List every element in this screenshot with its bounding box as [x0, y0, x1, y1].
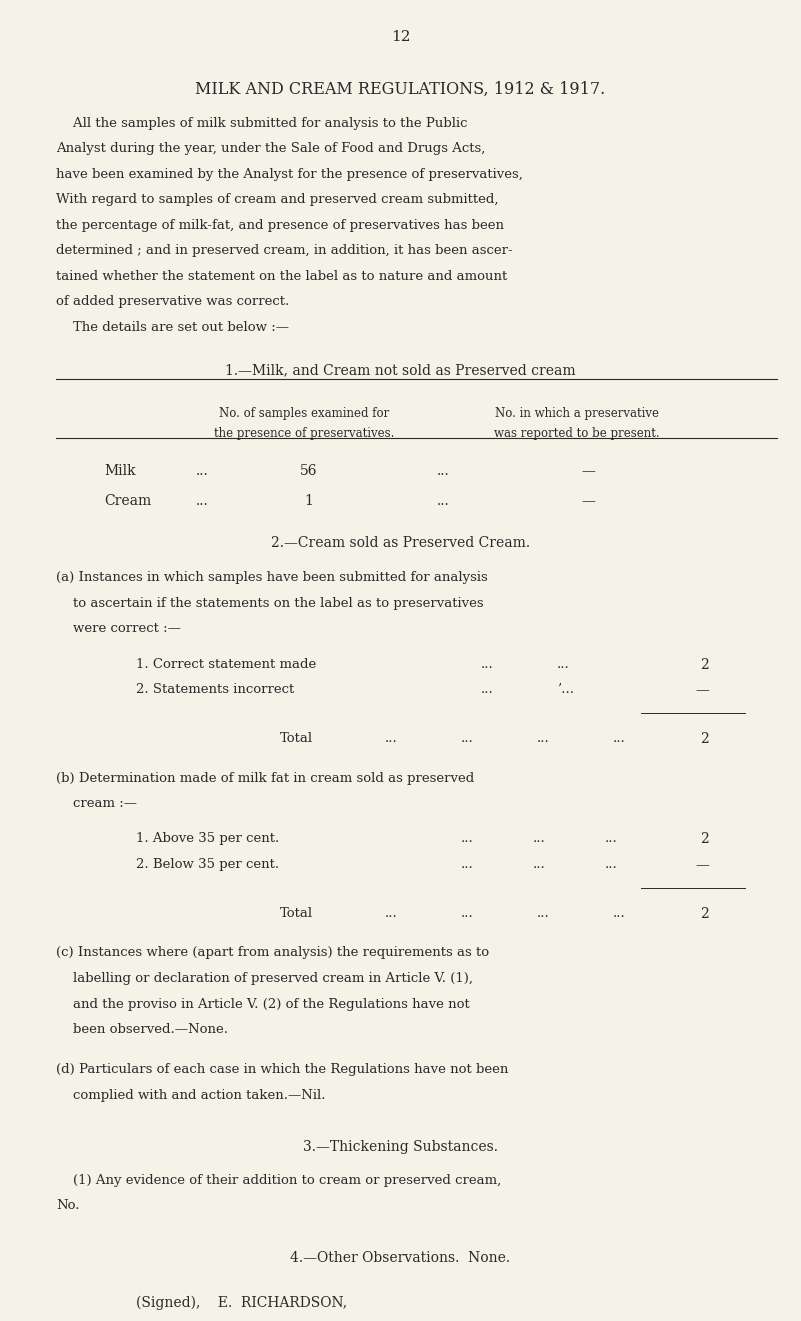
Text: ...: ... — [384, 908, 397, 921]
Text: (d) Particulars of each case in which the Regulations have not been: (d) Particulars of each case in which th… — [56, 1063, 509, 1077]
Text: ...: ... — [384, 732, 397, 745]
Text: 2. Below 35 per cent.: 2. Below 35 per cent. — [136, 857, 280, 871]
Text: complied with and action taken.—Nil.: complied with and action taken.—Nil. — [56, 1089, 325, 1102]
Text: ...: ... — [481, 683, 493, 696]
Text: Milk: Milk — [104, 464, 135, 478]
Text: (c) Instances where (apart from analysis) the requirements as to: (c) Instances where (apart from analysis… — [56, 946, 489, 959]
Text: ...: ... — [605, 832, 618, 845]
Text: Total: Total — [280, 732, 313, 745]
Text: ...: ... — [437, 464, 449, 478]
Text: —: — — [582, 464, 596, 478]
Text: ...: ... — [533, 832, 545, 845]
Text: —: — — [695, 683, 709, 697]
Text: (1) Any evidence of their addition to cream or preserved cream,: (1) Any evidence of their addition to cr… — [56, 1173, 501, 1186]
Text: were correct :—: were correct :— — [56, 622, 181, 635]
Text: No. of samples examined for: No. of samples examined for — [219, 407, 389, 420]
Text: No. in which a preservative: No. in which a preservative — [495, 407, 658, 420]
Text: 2: 2 — [700, 732, 709, 746]
Text: 2: 2 — [700, 658, 709, 671]
Text: No.: No. — [56, 1199, 79, 1213]
Text: the presence of preservatives.: the presence of preservatives. — [214, 428, 395, 440]
Text: the percentage of milk-fat, and presence of preservatives has been: the percentage of milk-fat, and presence… — [56, 219, 504, 231]
Text: Analyst during the year, under the Sale of Food and Drugs Acts,: Analyst during the year, under the Sale … — [56, 143, 485, 155]
Text: determined ; and in preserved cream, in addition, it has been ascer-: determined ; and in preserved cream, in … — [56, 244, 513, 258]
Text: 56: 56 — [300, 464, 317, 478]
Text: have been examined by the Analyst for the presence of preservatives,: have been examined by the Analyst for th… — [56, 168, 523, 181]
Text: ...: ... — [461, 908, 473, 921]
Text: ...: ... — [461, 832, 473, 845]
Text: Total: Total — [280, 908, 313, 921]
Text: and the proviso in Article V. (2) of the Regulations have not: and the proviso in Article V. (2) of the… — [56, 997, 470, 1011]
Text: of added preservative was correct.: of added preservative was correct. — [56, 296, 289, 309]
Text: 1. Correct statement made: 1. Correct statement made — [136, 658, 316, 671]
Text: 2.—Cream sold as Preserved Cream.: 2.—Cream sold as Preserved Cream. — [271, 535, 530, 550]
Text: 3.—Thickening Substances.: 3.—Thickening Substances. — [303, 1140, 498, 1155]
Text: (a) Instances in which samples have been submitted for analysis: (a) Instances in which samples have been… — [56, 571, 488, 584]
Text: ...: ... — [461, 732, 473, 745]
Text: 2: 2 — [700, 908, 709, 921]
Text: —: — — [582, 494, 596, 509]
Text: was reported to be present.: was reported to be present. — [494, 428, 659, 440]
Text: ’...: ’... — [557, 683, 574, 696]
Text: ...: ... — [613, 732, 626, 745]
Text: 2. Statements incorrect: 2. Statements incorrect — [136, 683, 295, 696]
Text: ...: ... — [196, 464, 209, 478]
Text: (Signed),    E.  RICHARDSON,: (Signed), E. RICHARDSON, — [136, 1296, 348, 1310]
Text: ...: ... — [557, 658, 570, 671]
Text: ...: ... — [481, 658, 493, 671]
Text: Cream: Cream — [104, 494, 151, 509]
Text: ...: ... — [461, 857, 473, 871]
Text: 1.—Milk, and Cream not sold as Preserved cream: 1.—Milk, and Cream not sold as Preserved… — [225, 363, 576, 378]
Text: to ascertain if the statements on the label as to preservatives: to ascertain if the statements on the la… — [56, 597, 484, 610]
Text: 4.—Other Observations.  None.: 4.—Other Observations. None. — [291, 1251, 510, 1264]
Text: —: — — [695, 857, 709, 872]
Text: 12: 12 — [391, 30, 410, 44]
Text: The details are set out below :—: The details are set out below :— — [56, 321, 289, 334]
Text: ...: ... — [605, 857, 618, 871]
Text: been observed.—None.: been observed.—None. — [56, 1024, 228, 1036]
Text: tained whether the statement on the label as to nature and amount: tained whether the statement on the labe… — [56, 269, 507, 283]
Text: ...: ... — [196, 494, 209, 509]
Text: With regard to samples of cream and preserved cream submitted,: With regard to samples of cream and pres… — [56, 193, 498, 206]
Text: ...: ... — [537, 908, 549, 921]
Text: ...: ... — [613, 908, 626, 921]
Text: ...: ... — [437, 494, 449, 509]
Text: cream :—: cream :— — [56, 798, 137, 810]
Text: ...: ... — [537, 732, 549, 745]
Text: labelling or declaration of preserved cream in Article V. (1),: labelling or declaration of preserved cr… — [56, 972, 473, 985]
Text: 1. Above 35 per cent.: 1. Above 35 per cent. — [136, 832, 280, 845]
Text: 2: 2 — [700, 832, 709, 847]
Text: MILK AND CREAM REGULATIONS, 1912 & 1917.: MILK AND CREAM REGULATIONS, 1912 & 1917. — [195, 81, 606, 98]
Text: (b) Determination made of milk fat in cream sold as preserved: (b) Determination made of milk fat in cr… — [56, 771, 474, 785]
Text: 1: 1 — [304, 494, 313, 509]
Text: All the samples of milk submitted for analysis to the Public: All the samples of milk submitted for an… — [56, 116, 468, 129]
Text: ...: ... — [533, 857, 545, 871]
